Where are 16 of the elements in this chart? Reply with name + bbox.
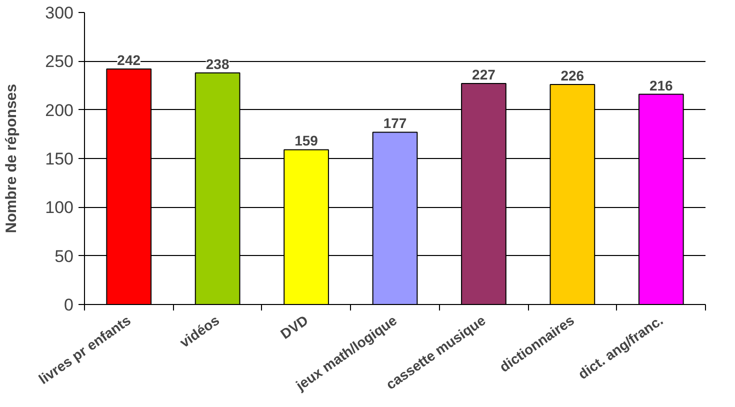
y-tick-label: 100 [45, 198, 74, 218]
y-tick-label: 0 [64, 296, 74, 314]
data-label: 159 [294, 132, 318, 149]
y-tick-label: 50 [54, 246, 74, 266]
data-label: 238 [206, 56, 230, 72]
y-axis-title: Nombre de réponses [3, 84, 20, 234]
x-tick-label: DVD [277, 312, 311, 342]
data-label: 177 [383, 115, 407, 132]
y-tick-label: 150 [45, 150, 74, 168]
data-label: 242 [117, 52, 141, 68]
y-tick-label: 200 [45, 100, 74, 120]
y-tick-label: 250 [45, 52, 74, 72]
data-label: 227 [472, 66, 496, 83]
y-tick-label: 300 [45, 4, 74, 22]
data-label: 226 [560, 68, 584, 84]
data-label: 216 [649, 77, 674, 94]
